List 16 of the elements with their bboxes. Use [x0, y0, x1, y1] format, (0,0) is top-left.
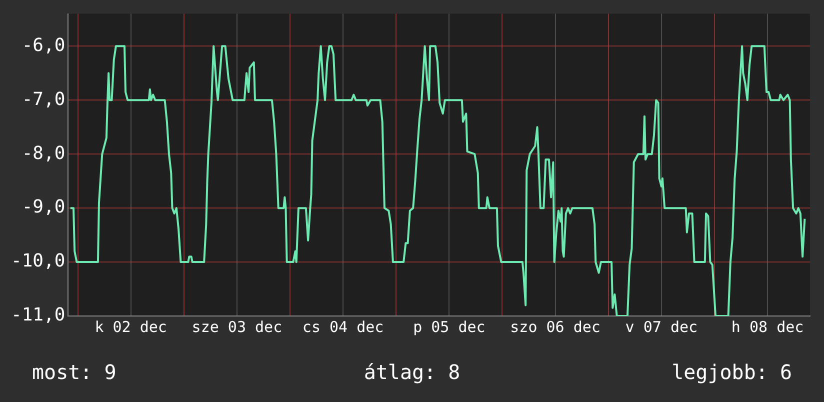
x-tick-label: h 08 dec — [731, 318, 804, 336]
x-tick-label: k 02 dec — [94, 318, 167, 336]
text: átlag: 8 — [364, 360, 460, 384]
x-tick-label: cs 04 dec — [302, 318, 384, 336]
y-tick-label: -9,0 — [22, 196, 66, 218]
y-tick-label: -10,0 — [10, 250, 66, 272]
y-tick-label: -11,0 — [10, 304, 66, 326]
text: most: 9 — [32, 360, 116, 384]
x-tick-label: v 07 dec — [625, 318, 698, 336]
text: legjobb: 6 — [672, 360, 792, 384]
y-tick-label: -6,0 — [22, 34, 66, 56]
x-tick-label: sze 03 dec — [192, 318, 282, 336]
x-tick-label: szo 06 dec — [510, 318, 600, 336]
y-tick-label: -7,0 — [22, 88, 66, 110]
x-tick-label: p 05 dec — [413, 318, 486, 336]
y-tick-label: -8,0 — [22, 142, 66, 164]
